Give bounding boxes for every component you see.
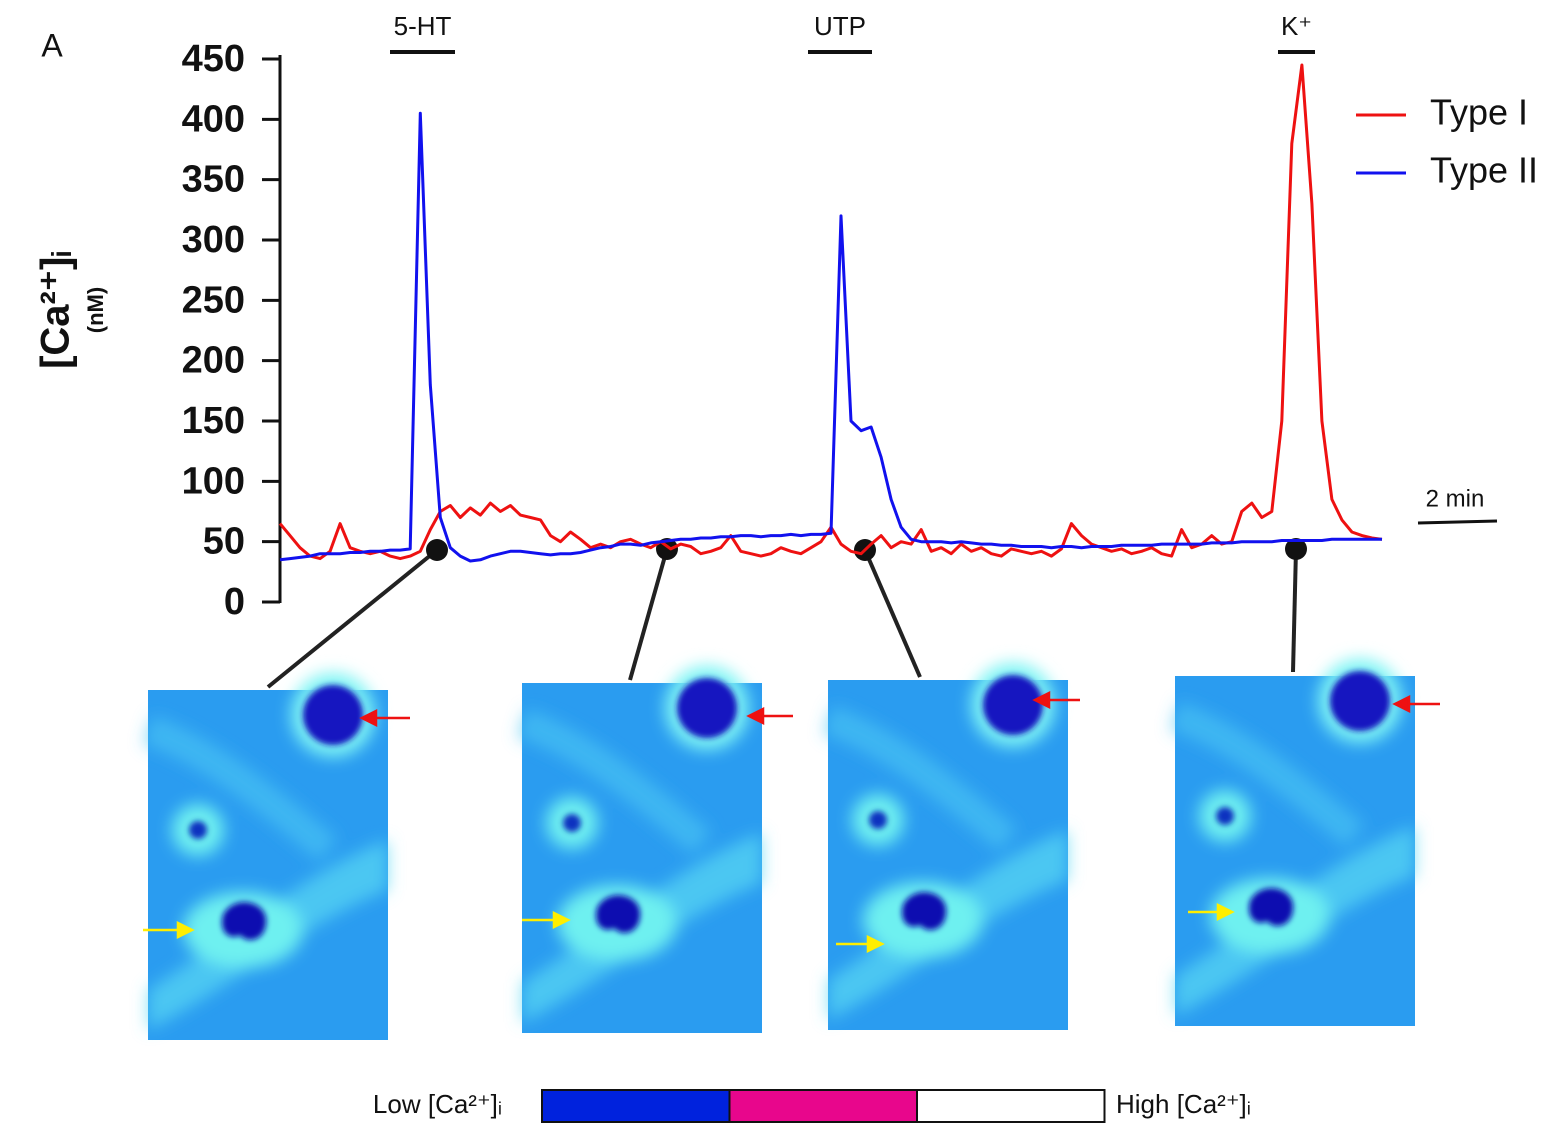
micrograph — [828, 663, 1068, 1030]
stimulus-label: K⁺ — [1281, 11, 1312, 41]
y-tick-label: 150 — [182, 400, 245, 442]
y-tick-label: 450 — [182, 38, 245, 80]
y-axis-unit: (nM) — [83, 287, 108, 333]
colorbar-high-label: High [Ca²⁺]ᵢ — [1116, 1089, 1251, 1119]
y-tick-label: 100 — [182, 460, 245, 502]
micrograph — [1175, 659, 1415, 1026]
y-tick-label: 400 — [182, 98, 245, 140]
legend-label: Type II — [1430, 150, 1538, 191]
scale-bar — [1417, 519, 1498, 525]
micrograph — [522, 666, 762, 1033]
series-line — [279, 111, 1382, 563]
legend-label: Type I — [1430, 92, 1528, 133]
y-tick-label: 300 — [182, 219, 245, 261]
arrows — [143, 690, 1440, 954]
colorbar-segment — [541, 1089, 731, 1123]
y-tick-label: 350 — [182, 159, 245, 201]
micrograph — [148, 673, 388, 1040]
colorbar-segment — [916, 1089, 1106, 1123]
y-tick-label: 0 — [224, 581, 245, 623]
y-tick-label: 200 — [182, 340, 245, 382]
colorbar-segment — [728, 1089, 918, 1123]
colorbar-low-label: Low [Ca²⁺]ᵢ — [373, 1089, 502, 1119]
scale-bar-label: 2 min — [1426, 485, 1485, 512]
panel-label: A — [41, 27, 63, 63]
series-line — [278, 63, 1383, 561]
stimulus-label: UTP — [814, 11, 866, 41]
connectors — [266, 548, 1298, 689]
y-axis-label: [Ca²⁺]ᵢ — [34, 251, 78, 369]
stimulus-label: 5-HT — [394, 11, 452, 41]
y-tick-label: 50 — [203, 521, 245, 563]
y-tick-label: 250 — [182, 279, 245, 321]
